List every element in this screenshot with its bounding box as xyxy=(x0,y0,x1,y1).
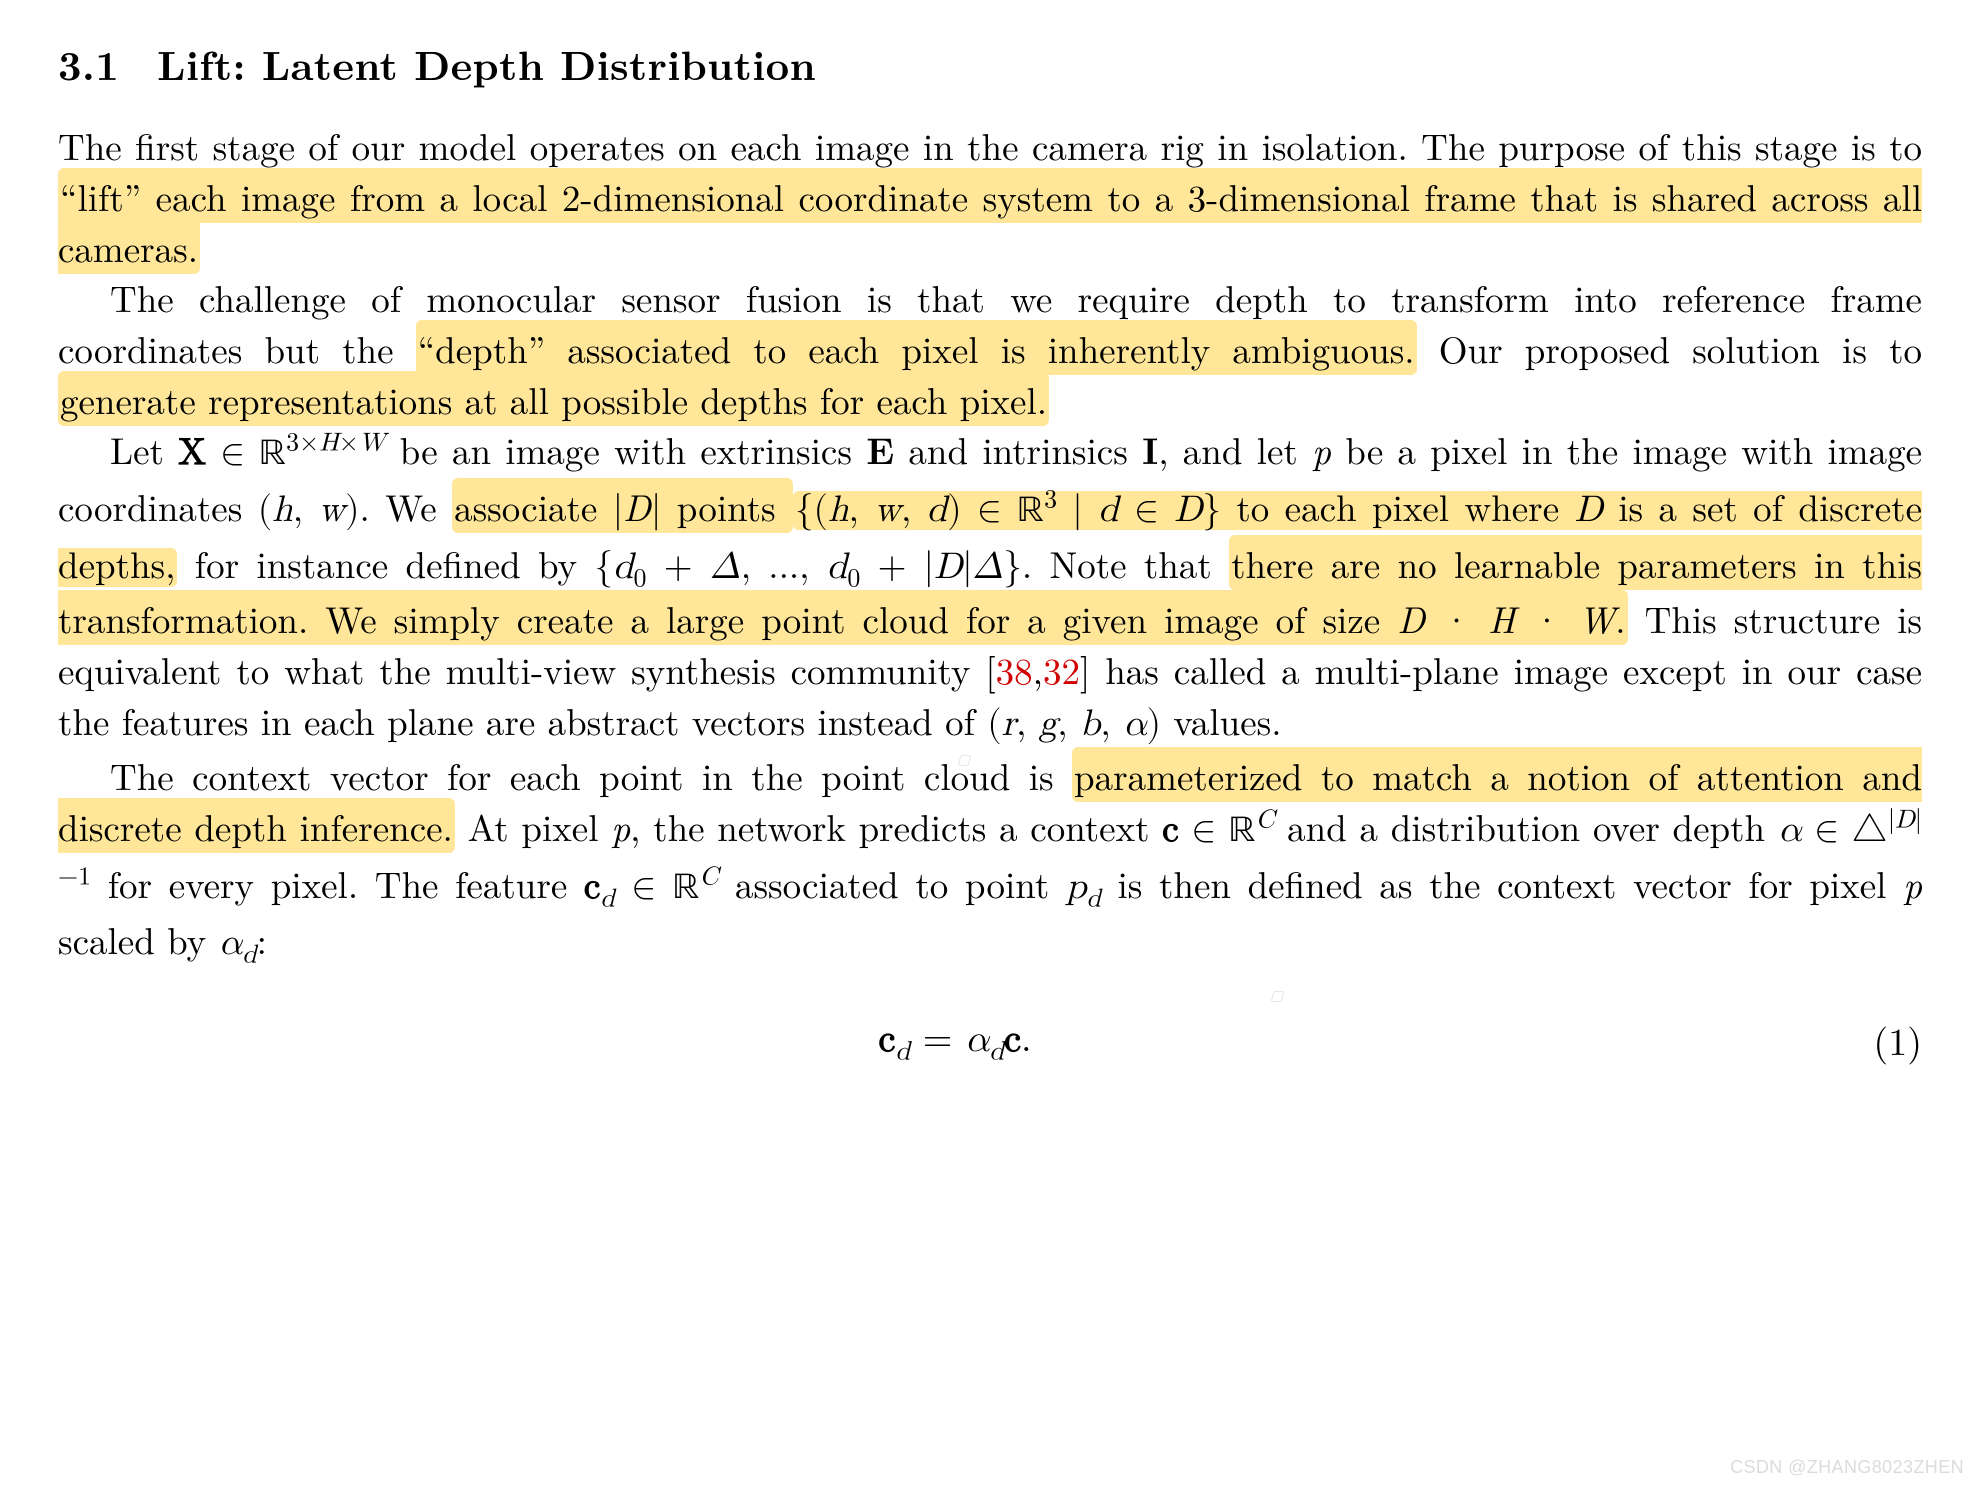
p3-text-5: . We xyxy=(360,479,453,532)
watermark: CSDN @ZHANG8023ZHEN xyxy=(1730,1455,1964,1480)
p3-I: I xyxy=(1142,422,1158,475)
p3-X-def: X ∈ ℝ3×H×W xyxy=(178,435,385,472)
p4-alphad: αd xyxy=(219,925,257,962)
p3-lead: Let xyxy=(110,422,178,475)
equation-1: cd = αdc. (1) xyxy=(58,1014,1922,1066)
p3-highlight-1a: associate |D| points xyxy=(452,478,793,533)
section-heading: 3.1 Lift: Latent Depth Distribution xyxy=(58,36,1922,92)
p3-text-2: and intrinsics xyxy=(894,422,1142,475)
p4-text-2: At pixel xyxy=(455,799,611,852)
paragraph-1: The first stage of our model operates on… xyxy=(58,120,1922,272)
cite-comma: , xyxy=(1033,642,1043,695)
p2-text-2: Our proposed solution is to xyxy=(1417,321,1922,374)
p4-text-8: scaled by xyxy=(58,912,219,965)
p4-text-9: : xyxy=(257,912,267,965)
p3-p: p xyxy=(1312,422,1331,475)
paragraph-3: Let X ∈ ℝ3×H×W be an image with extrinsi… xyxy=(58,424,1922,750)
p2-highlight-2: generate representations at all possible… xyxy=(58,371,1049,426)
p3-rgba: (r, g, b, α) xyxy=(987,706,1161,743)
section-number: 3.1 xyxy=(58,35,119,93)
p4-text-6: associated to point xyxy=(718,856,1066,909)
p3-text-10: values. xyxy=(1161,693,1281,746)
citation-32[interactable]: 32 xyxy=(1043,642,1080,695)
page: 3.1 Lift: Latent Depth Distribution The f… xyxy=(0,0,1980,1486)
annotation-marker-2[interactable]: ▢ xyxy=(1270,986,1283,1005)
p3-text-3: , and let xyxy=(1158,422,1312,475)
p4-text-7: is then defined as the context vector fo… xyxy=(1101,856,1903,909)
p3-text-1: be an image with extrinsics xyxy=(385,422,866,475)
equation-1-number: (1) xyxy=(1852,1014,1922,1066)
p1-highlight-1: “lift” each image from a local 2-dimensi… xyxy=(58,168,1922,274)
p4-c-def: c ∈ ℝC xyxy=(1162,812,1274,849)
p4-p: p xyxy=(611,799,630,852)
equation-1-body: cd = αdc. xyxy=(58,1014,1852,1066)
p4-text-4: and a distribution over depth xyxy=(1274,799,1777,852)
paragraph-4: The context vector for each point in the… xyxy=(58,750,1922,970)
p4-cd-def: cd ∈ ℝC xyxy=(584,869,718,906)
p2-highlight-1: “depth” associated to each pixel is inhe… xyxy=(416,320,1417,375)
p4-text-1: The context vector for each point in the… xyxy=(110,748,1072,801)
paragraph-2: The challenge of monocular sensor fusion… xyxy=(58,272,1922,424)
p3-text-6: for instance defined by xyxy=(177,536,594,589)
p3-text-7: . Note that xyxy=(1022,536,1229,589)
p3-hw: (h, w) xyxy=(258,492,360,529)
p4-p2: p xyxy=(1903,856,1922,909)
p3-set: {d0 + Δ, ..., d0 + |D|Δ} xyxy=(594,549,1021,586)
citation-38[interactable]: 38 xyxy=(996,642,1033,695)
annotation-marker-1[interactable]: ▢ xyxy=(957,750,970,769)
p1-text-1: The first stage of our model operates on… xyxy=(58,118,1922,171)
p4-text-5: for every pixel. The feature xyxy=(91,856,584,909)
p4-pd: pd xyxy=(1066,869,1101,906)
section-title-text: Lift: Latent Depth Distribution xyxy=(157,35,816,93)
p4-text-3: , the network predicts a context xyxy=(630,799,1162,852)
p3-E: E xyxy=(866,422,894,475)
